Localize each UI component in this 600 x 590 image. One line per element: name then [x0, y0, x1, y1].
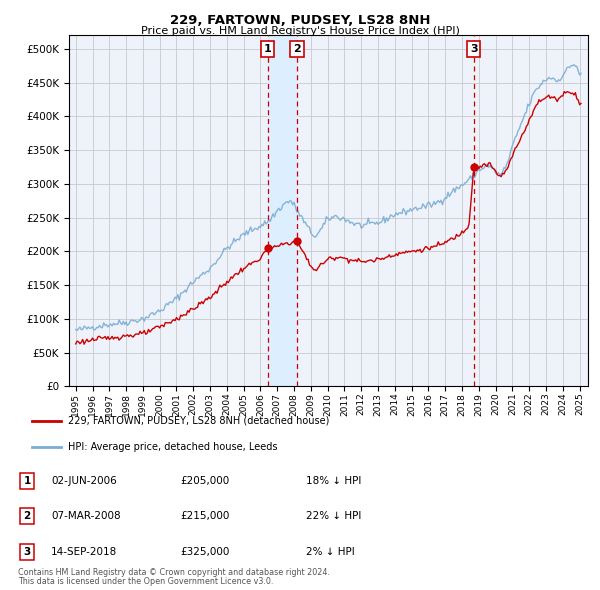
Text: 1: 1 [23, 476, 31, 486]
Text: 1: 1 [263, 44, 271, 54]
Text: £215,000: £215,000 [180, 512, 229, 521]
Text: Contains HM Land Registry data © Crown copyright and database right 2024.: Contains HM Land Registry data © Crown c… [18, 568, 330, 577]
Text: 14-SEP-2018: 14-SEP-2018 [51, 547, 117, 556]
Text: 18% ↓ HPI: 18% ↓ HPI [306, 476, 361, 486]
Text: Price paid vs. HM Land Registry's House Price Index (HPI): Price paid vs. HM Land Registry's House … [140, 26, 460, 36]
Text: 07-MAR-2008: 07-MAR-2008 [51, 512, 121, 521]
Text: 22% ↓ HPI: 22% ↓ HPI [306, 512, 361, 521]
Text: 229, FARTOWN, PUDSEY, LS28 8NH: 229, FARTOWN, PUDSEY, LS28 8NH [170, 14, 430, 27]
Text: 2: 2 [23, 512, 31, 521]
Text: £205,000: £205,000 [180, 476, 229, 486]
Text: This data is licensed under the Open Government Licence v3.0.: This data is licensed under the Open Gov… [18, 577, 274, 586]
Text: 3: 3 [470, 44, 478, 54]
Text: 2% ↓ HPI: 2% ↓ HPI [306, 547, 355, 556]
Text: 2: 2 [293, 44, 301, 54]
Text: 3: 3 [23, 547, 31, 556]
Text: 02-JUN-2006: 02-JUN-2006 [51, 476, 117, 486]
Text: £325,000: £325,000 [180, 547, 229, 556]
Text: 229, FARTOWN, PUDSEY, LS28 8NH (detached house): 229, FARTOWN, PUDSEY, LS28 8NH (detached… [68, 416, 330, 425]
Bar [268, 35, 297, 386]
Text: HPI: Average price, detached house, Leeds: HPI: Average price, detached house, Leed… [68, 442, 278, 451]
